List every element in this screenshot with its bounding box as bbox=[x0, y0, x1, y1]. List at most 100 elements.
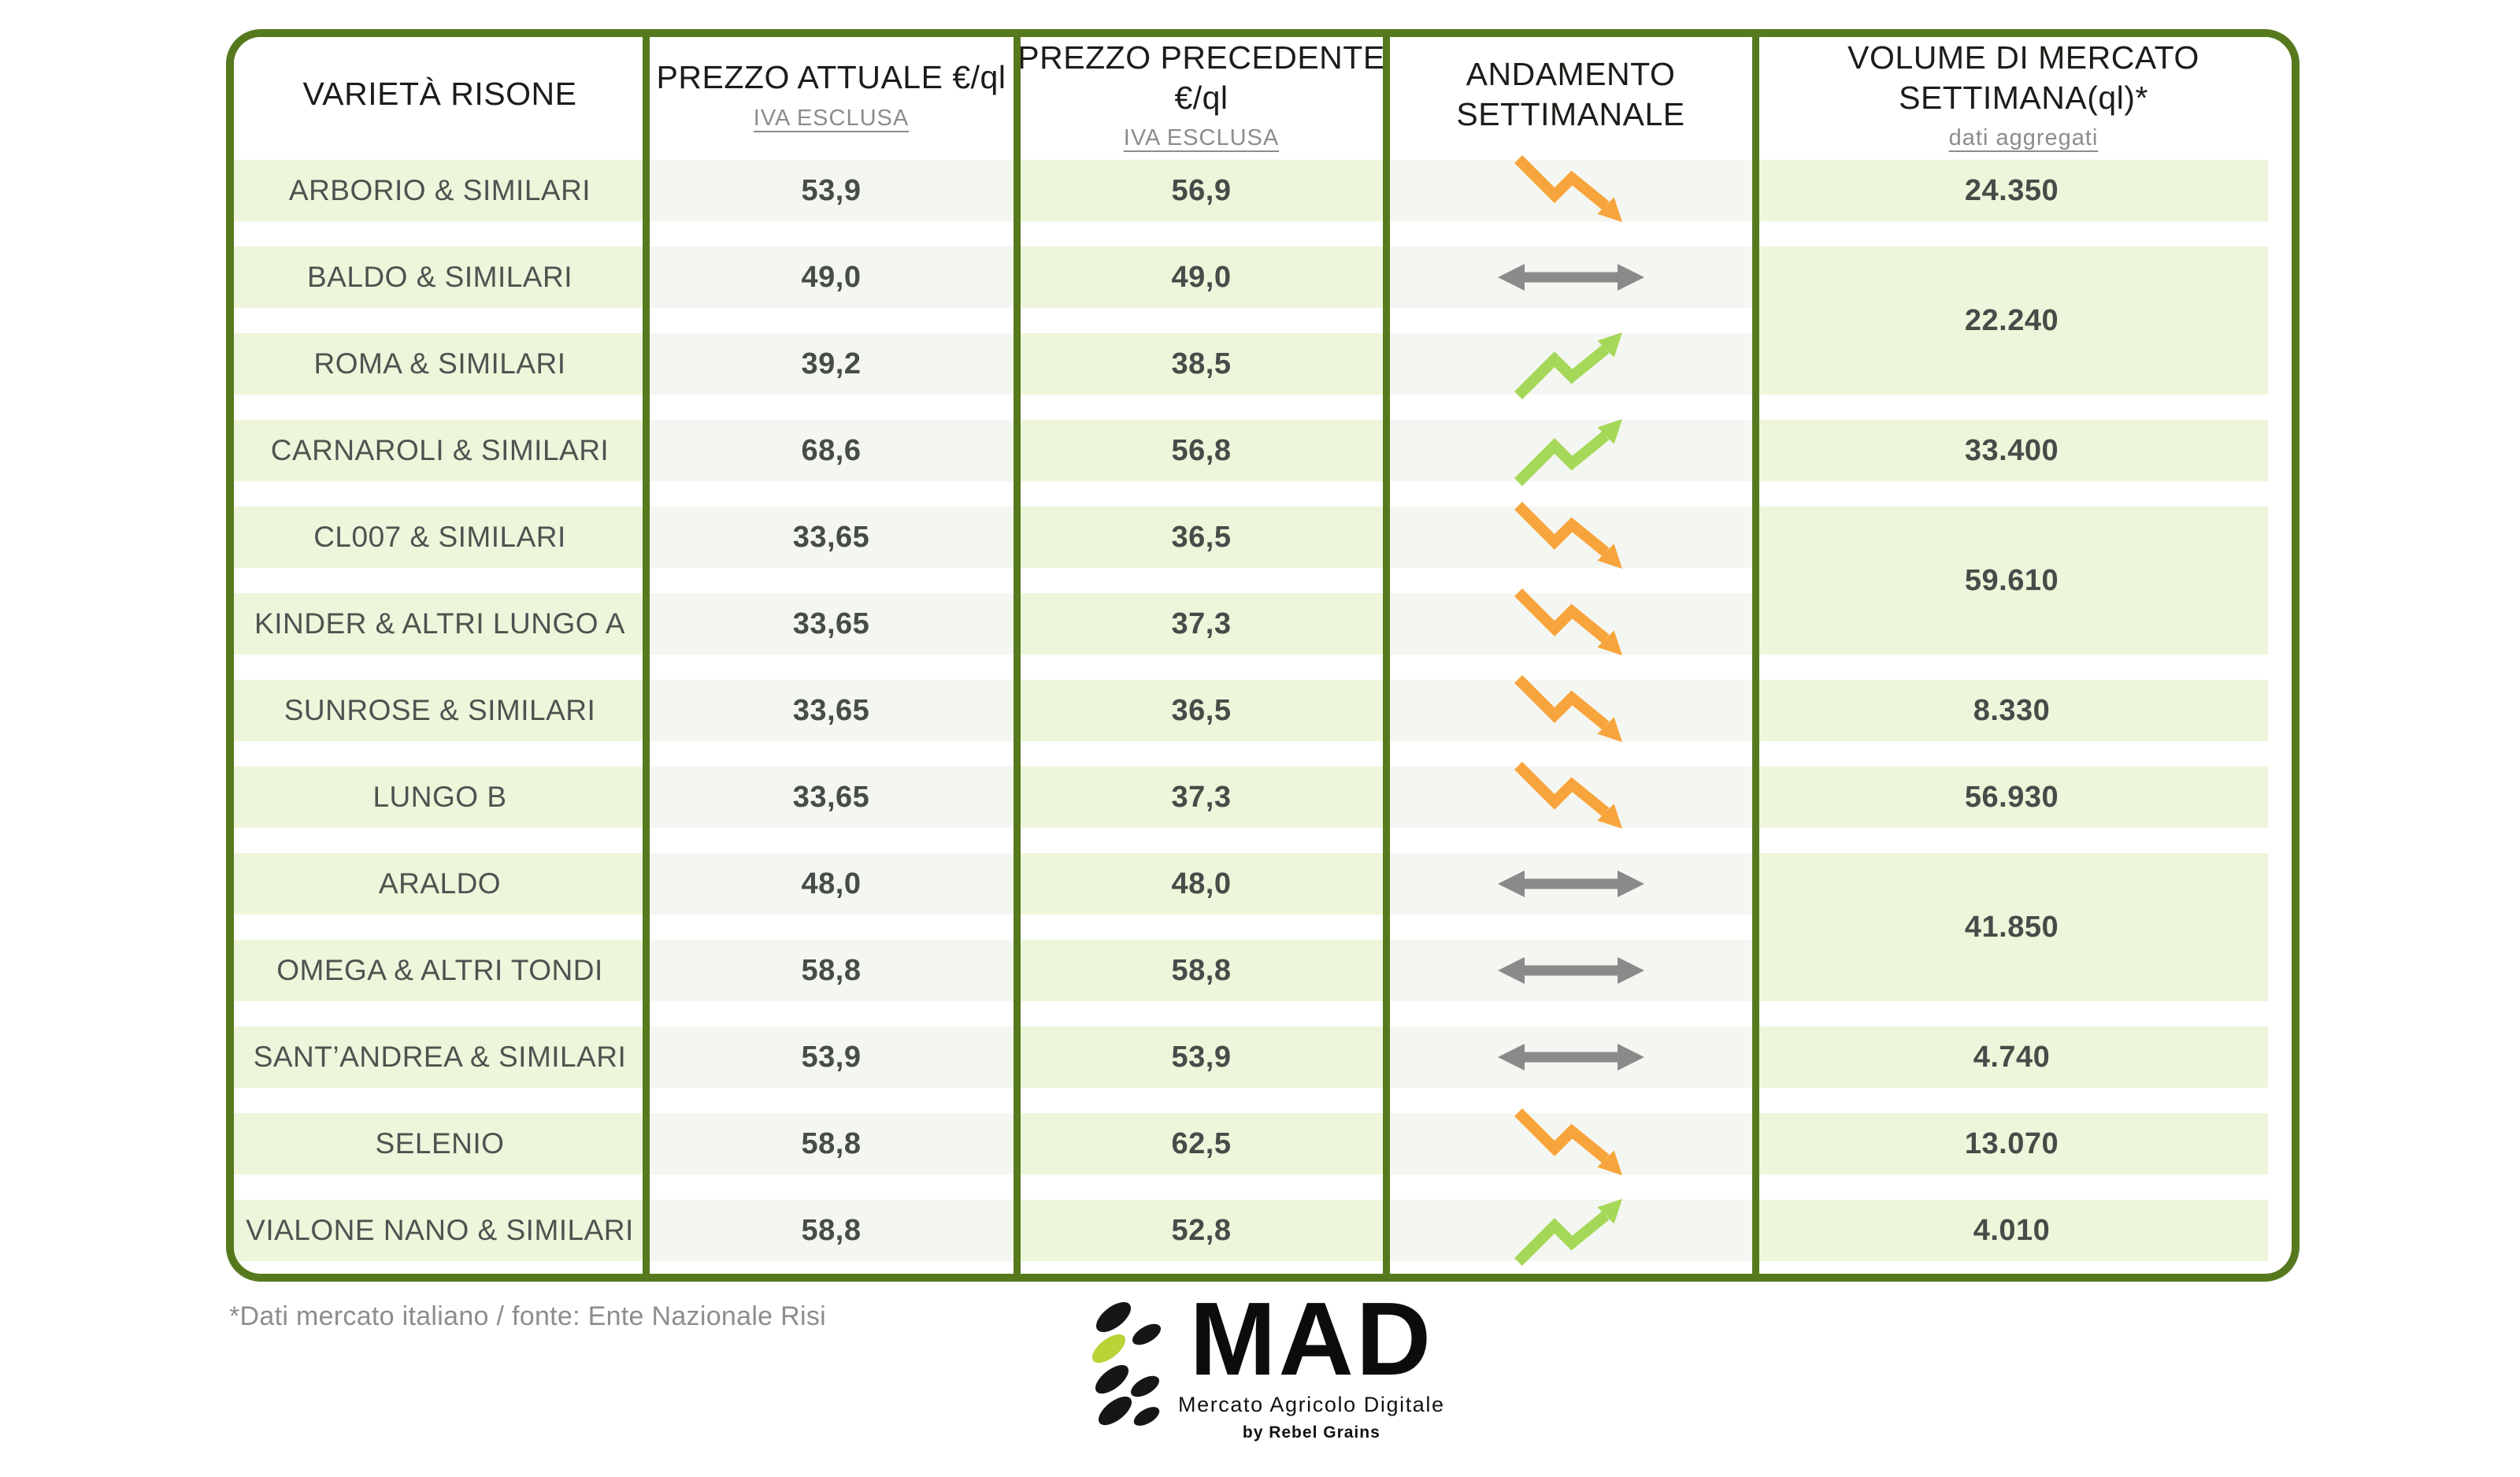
trend-up-icon bbox=[1514, 332, 1622, 399]
col-header-title: VOLUME DI MERCATO SETTIMANA(ql)* bbox=[1847, 39, 2199, 116]
current-price-cell: 33,65 bbox=[646, 754, 1017, 841]
col-header-prezzo-precedente: PREZZO PRECEDENTE €/ql IVA ESCLUSA bbox=[1017, 37, 1386, 150]
previous-price-cell: 58,8 bbox=[1017, 927, 1386, 1014]
previous-price-cell: 37,3 bbox=[1017, 754, 1386, 841]
variety-cell: SELENIO bbox=[234, 1100, 646, 1187]
current-price-cell: 49,0 bbox=[646, 234, 1017, 321]
trend-cell bbox=[1386, 754, 1755, 841]
previous-price-cell: 36,5 bbox=[1017, 667, 1386, 754]
current-price-value: 58,8 bbox=[801, 953, 862, 987]
trend-cell bbox=[1386, 1014, 1755, 1100]
current-price-value: 39,2 bbox=[801, 347, 862, 380]
previous-price-cell: 36,5 bbox=[1017, 494, 1386, 581]
current-price-cell: 33,65 bbox=[646, 667, 1017, 754]
trend-down-icon bbox=[1514, 155, 1622, 222]
previous-price-value: 58,8 bbox=[1171, 953, 1232, 987]
variety-label: BALDO & SIMILARI bbox=[307, 261, 573, 293]
previous-price-value: 36,5 bbox=[1171, 693, 1232, 727]
variety-label: CL007 & SIMILARI bbox=[313, 521, 566, 553]
previous-price-cell: 53,9 bbox=[1017, 1014, 1386, 1100]
variety-cell: ROMA & SIMILARI bbox=[234, 321, 646, 407]
trend-down-icon bbox=[1514, 762, 1622, 829]
variety-label: ARALDO bbox=[378, 867, 502, 900]
previous-price-value: 53,9 bbox=[1171, 1040, 1232, 1074]
volume-cell: 56.930 bbox=[1755, 754, 2292, 841]
volume-value: 22.240 bbox=[1964, 303, 2059, 337]
previous-price-cell: 56,9 bbox=[1017, 147, 1386, 234]
variety-label: SANT’ANDREA & SIMILARI bbox=[253, 1041, 627, 1073]
column-divider bbox=[1014, 37, 1021, 1274]
col-header-subtitle: IVA ESCLUSA bbox=[753, 105, 910, 131]
volume-cell: 13.070 bbox=[1755, 1100, 2292, 1187]
current-price-value: 33,65 bbox=[792, 607, 870, 640]
trend-down-icon bbox=[1514, 675, 1622, 742]
variety-cell: ARBORIO & SIMILARI bbox=[234, 147, 646, 234]
previous-price-cell: 48,0 bbox=[1017, 841, 1386, 927]
trend-cell bbox=[1386, 234, 1755, 321]
variety-cell: CL007 & SIMILARI bbox=[234, 494, 646, 581]
current-price-cell: 33,65 bbox=[646, 581, 1017, 667]
trend-cell bbox=[1386, 841, 1755, 927]
volume-value: 24.350 bbox=[1964, 173, 2059, 207]
trend-up-icon bbox=[1514, 1199, 1622, 1266]
column-divider bbox=[1752, 37, 1759, 1274]
column-divider bbox=[1383, 37, 1390, 1274]
previous-price-cell: 38,5 bbox=[1017, 321, 1386, 407]
variety-label: KINDER & ALTRI LUNGO A bbox=[254, 607, 625, 640]
current-price-cell: 39,2 bbox=[646, 321, 1017, 407]
mad-logo: MAD Mercato Agricolo Digitale by Rebel G… bbox=[1088, 1287, 1445, 1442]
volume-value: 4.010 bbox=[1973, 1213, 2051, 1247]
volume-cell: 4.740 bbox=[1755, 1014, 2292, 1100]
previous-price-value: 37,3 bbox=[1171, 607, 1232, 640]
current-price-value: 58,8 bbox=[801, 1126, 862, 1160]
volume-cell: 8.330 bbox=[1755, 667, 2292, 754]
previous-price-cell: 56,8 bbox=[1017, 407, 1386, 494]
variety-cell: CARNAROLI & SIMILARI bbox=[234, 407, 646, 494]
previous-price-cell: 52,8 bbox=[1017, 1187, 1386, 1274]
col-header-andamento: ANDAMENTO SETTIMANALE bbox=[1386, 37, 1755, 147]
col-header-title: PREZZO PRECEDENTE €/ql bbox=[1017, 39, 1385, 116]
col-header-title: PREZZO ATTUALE €/ql bbox=[656, 59, 1006, 96]
previous-price-cell: 37,3 bbox=[1017, 581, 1386, 667]
variety-label: OMEGA & ALTRI TONDI bbox=[276, 954, 603, 986]
volume-value: 4.740 bbox=[1973, 1040, 2051, 1074]
current-price-cell: 48,0 bbox=[646, 841, 1017, 927]
current-price-cell: 58,8 bbox=[646, 1100, 1017, 1187]
logo-name: MAD bbox=[1189, 1281, 1434, 1397]
volume-value: 59.610 bbox=[1964, 563, 2059, 597]
volume-cell: 4.010 bbox=[1755, 1187, 2292, 1274]
trend-cell bbox=[1386, 147, 1755, 234]
volume-value: 56.930 bbox=[1964, 780, 2059, 814]
volume-value: 33.400 bbox=[1964, 433, 2059, 467]
variety-label: VIALONE NANO & SIMILARI bbox=[246, 1214, 634, 1246]
trend-flat-icon bbox=[1497, 1044, 1644, 1071]
volume-cell: 22.240 bbox=[1755, 234, 2292, 407]
current-price-value: 53,9 bbox=[801, 1040, 862, 1074]
previous-price-value: 37,3 bbox=[1171, 780, 1232, 814]
col-header-title: VARIETÀ RISONE bbox=[302, 76, 577, 113]
trend-cell bbox=[1386, 321, 1755, 407]
trend-flat-icon bbox=[1497, 870, 1644, 897]
trend-down-icon bbox=[1514, 1108, 1622, 1175]
variety-cell: SANT’ANDREA & SIMILARI bbox=[234, 1014, 646, 1100]
current-price-cell: 68,6 bbox=[646, 407, 1017, 494]
col-header-prezzo-attuale: PREZZO ATTUALE €/ql IVA ESCLUSA bbox=[646, 37, 1017, 147]
trend-flat-icon bbox=[1497, 264, 1644, 291]
volume-cell: 24.350 bbox=[1755, 147, 2292, 234]
current-price-cell: 33,65 bbox=[646, 494, 1017, 581]
previous-price-value: 56,8 bbox=[1171, 433, 1232, 467]
column-divider bbox=[643, 37, 650, 1274]
logo-byline: by Rebel Grains bbox=[1242, 1423, 1380, 1442]
previous-price-value: 49,0 bbox=[1171, 260, 1232, 294]
grain-leaves-icon bbox=[1091, 1301, 1162, 1426]
volume-cell: 59.610 bbox=[1755, 494, 2292, 667]
variety-label: LUNGO B bbox=[372, 781, 507, 813]
current-price-value: 33,65 bbox=[792, 520, 870, 554]
col-header-varieta: VARIETÀ RISONE bbox=[234, 37, 646, 147]
variety-label: SELENIO bbox=[375, 1127, 505, 1160]
variety-cell: LUNGO B bbox=[234, 754, 646, 841]
current-price-value: 53,9 bbox=[801, 173, 862, 207]
current-price-value: 49,0 bbox=[801, 260, 862, 294]
col-header-subtitle: IVA ESCLUSA bbox=[1123, 125, 1280, 151]
